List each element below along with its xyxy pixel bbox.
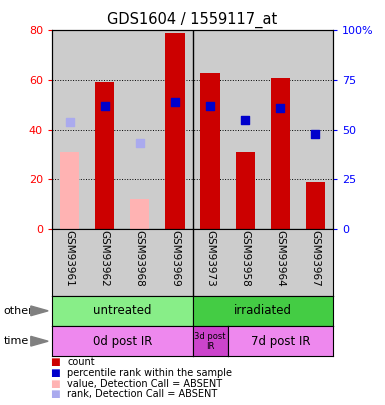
Bar <box>95 83 114 229</box>
Text: GSM93962: GSM93962 <box>100 230 110 287</box>
Text: untreated: untreated <box>93 304 151 318</box>
Bar <box>52 30 87 229</box>
Bar <box>122 30 157 229</box>
Text: GDS1604 / 1559117_at: GDS1604 / 1559117_at <box>107 12 278 28</box>
Text: irradiated: irradiated <box>234 304 292 318</box>
Point <box>277 104 283 111</box>
Bar <box>87 30 122 229</box>
Text: GSM93958: GSM93958 <box>240 230 250 287</box>
Bar <box>298 30 333 229</box>
Text: other: other <box>4 306 33 316</box>
Bar <box>157 30 192 229</box>
Bar <box>60 152 79 229</box>
Point <box>312 130 318 137</box>
Text: GSM93967: GSM93967 <box>310 230 320 287</box>
Text: 3d post
IR: 3d post IR <box>194 332 226 351</box>
Text: 7d post IR: 7d post IR <box>251 335 310 348</box>
Bar <box>236 152 255 229</box>
Bar <box>192 30 228 229</box>
Text: GSM93968: GSM93968 <box>135 230 145 287</box>
Text: ■: ■ <box>50 368 60 378</box>
Text: count: count <box>67 358 95 367</box>
Text: GSM93964: GSM93964 <box>275 230 285 287</box>
Point <box>67 118 73 125</box>
Text: ■: ■ <box>50 358 60 367</box>
Text: ■: ■ <box>50 389 60 399</box>
Text: GSM93969: GSM93969 <box>170 230 180 287</box>
Point <box>207 102 213 109</box>
Text: ■: ■ <box>50 379 60 388</box>
Bar <box>165 33 184 229</box>
Text: time: time <box>4 336 29 346</box>
Text: rank, Detection Call = ABSENT: rank, Detection Call = ABSENT <box>67 389 218 399</box>
Bar <box>263 30 298 229</box>
Text: GSM93973: GSM93973 <box>205 230 215 287</box>
Text: percentile rank within the sample: percentile rank within the sample <box>67 368 233 378</box>
Text: GSM93961: GSM93961 <box>65 230 75 287</box>
Bar <box>271 77 290 229</box>
Bar <box>201 72 220 229</box>
Bar <box>228 30 263 229</box>
Bar <box>130 199 149 229</box>
Text: value, Detection Call = ABSENT: value, Detection Call = ABSENT <box>67 379 223 388</box>
Point <box>137 140 143 147</box>
Point <box>102 102 108 109</box>
Point <box>172 98 178 105</box>
Point <box>242 117 248 123</box>
Bar <box>306 182 325 229</box>
Text: 0d post IR: 0d post IR <box>92 335 152 348</box>
